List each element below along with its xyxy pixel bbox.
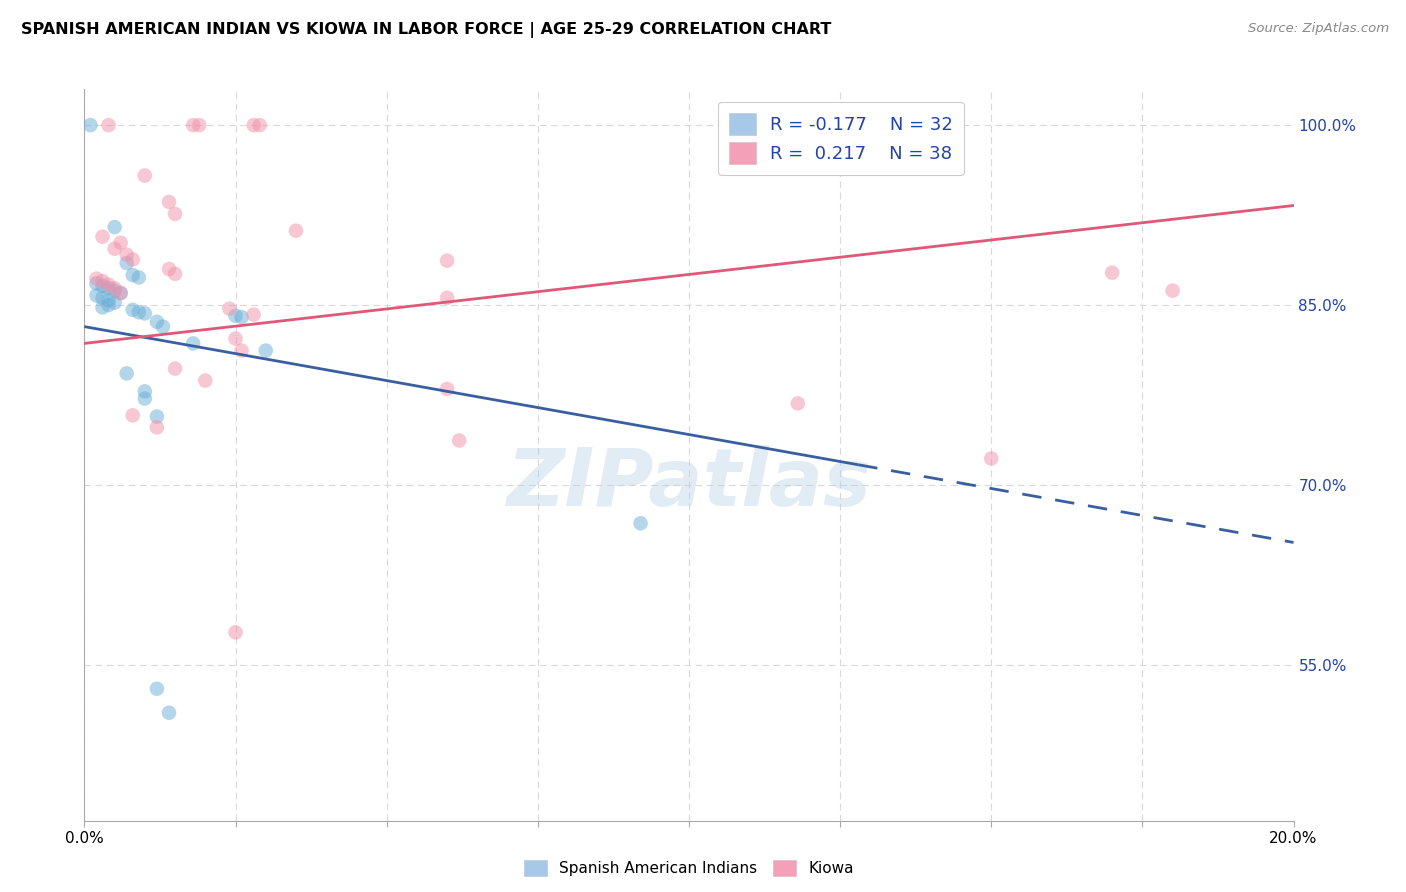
Point	[225, 332, 247, 346]
Point	[104, 220, 127, 235]
Point	[980, 451, 1002, 466]
Point	[242, 308, 264, 322]
Point	[104, 242, 127, 256]
Point	[181, 336, 204, 351]
Point	[225, 625, 247, 640]
Point	[104, 281, 127, 295]
Point	[134, 384, 156, 399]
Point	[121, 252, 143, 267]
Point	[225, 309, 247, 323]
Point	[91, 274, 114, 288]
Point	[152, 319, 174, 334]
Point	[165, 361, 187, 376]
Y-axis label: In Labor Force | Age 25-29: In Labor Force | Age 25-29	[0, 354, 8, 556]
Point	[134, 169, 156, 183]
Point	[146, 409, 169, 424]
Point	[194, 374, 217, 388]
Point	[91, 229, 114, 244]
Point	[157, 706, 180, 720]
Point	[181, 118, 204, 132]
Point	[285, 224, 308, 238]
Text: ZIPatlas: ZIPatlas	[506, 445, 872, 524]
Point	[121, 302, 143, 317]
Point	[157, 194, 180, 209]
Point	[110, 235, 132, 250]
Text: Source: ZipAtlas.com: Source: ZipAtlas.com	[1249, 22, 1389, 36]
Point	[97, 281, 120, 295]
Point	[218, 301, 240, 316]
Point	[97, 298, 120, 312]
Point	[165, 267, 187, 281]
Point	[79, 118, 101, 132]
Point	[86, 271, 108, 285]
Point	[630, 516, 652, 531]
Point	[86, 277, 108, 291]
Point	[249, 118, 271, 132]
Point	[115, 256, 138, 270]
Point	[115, 367, 138, 381]
Point	[97, 293, 120, 308]
Point	[1101, 266, 1123, 280]
Point	[231, 310, 253, 324]
Point	[146, 420, 169, 434]
Point	[110, 286, 132, 301]
Point	[165, 207, 187, 221]
Point	[449, 434, 471, 448]
Point	[128, 270, 150, 285]
Point	[97, 277, 120, 292]
Point	[436, 382, 458, 396]
Point	[436, 253, 458, 268]
Point	[157, 262, 180, 277]
Point	[110, 286, 132, 301]
Point	[242, 118, 264, 132]
Point	[254, 343, 277, 358]
Point	[231, 343, 253, 358]
Point	[134, 306, 156, 320]
Point	[786, 396, 808, 410]
Point	[91, 291, 114, 305]
Point	[104, 295, 127, 310]
Point	[436, 291, 458, 305]
Point	[121, 409, 143, 423]
Point	[104, 284, 127, 298]
Point	[134, 392, 156, 406]
Point	[97, 118, 120, 132]
Point	[146, 681, 169, 696]
Text: SPANISH AMERICAN INDIAN VS KIOWA IN LABOR FORCE | AGE 25-29 CORRELATION CHART: SPANISH AMERICAN INDIAN VS KIOWA IN LABO…	[21, 22, 831, 38]
Point	[86, 288, 108, 302]
Point	[121, 268, 143, 282]
Point	[91, 278, 114, 293]
Point	[91, 301, 114, 315]
Point	[146, 315, 169, 329]
Point	[188, 118, 211, 132]
Point	[1161, 284, 1184, 298]
Legend: Spanish American Indians, Kiowa: Spanish American Indians, Kiowa	[519, 854, 859, 882]
Point	[128, 305, 150, 319]
Point	[115, 248, 138, 262]
